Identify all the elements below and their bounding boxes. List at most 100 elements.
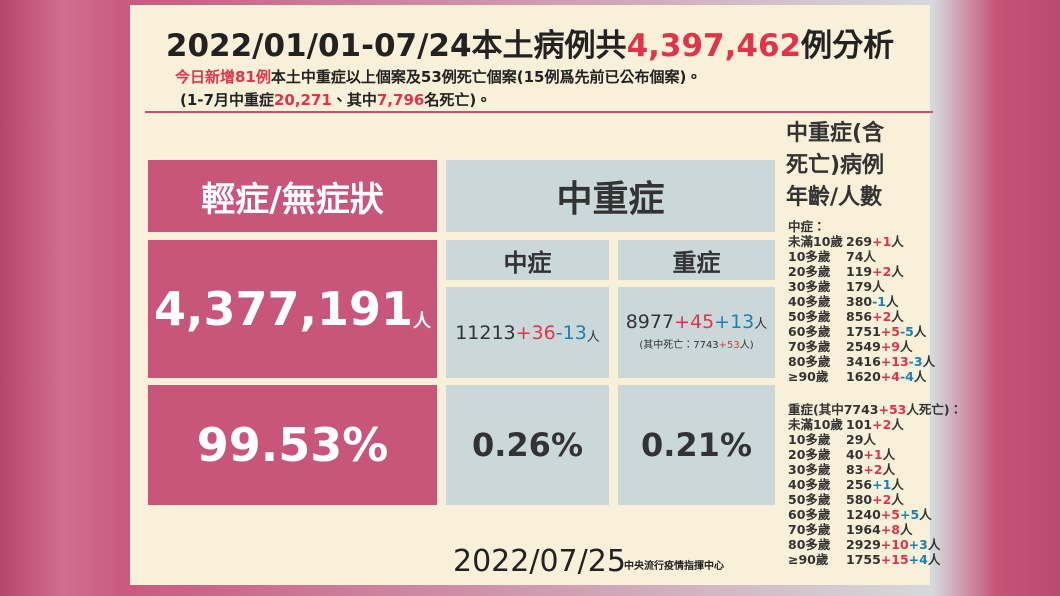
new: +36 (515, 321, 556, 344)
age-row: ≥90歲 1620+4-4人 (788, 369, 935, 384)
count: 179 (846, 279, 873, 294)
critical-pct: 0.21% (618, 385, 775, 505)
count: 8977 (625, 310, 675, 333)
heading-line: 中重症(含 (786, 121, 885, 146)
critical-note: (其中死亡：7743+53人) (639, 336, 753, 351)
age: 30多歲 (788, 279, 831, 294)
new: +45 (674, 310, 715, 333)
heading-line: 死亡)病例 (786, 153, 885, 178)
count: 256 (846, 477, 873, 492)
age-row: 80多歲 2929+10+3人 (788, 537, 940, 552)
new: +2 (872, 309, 892, 324)
out: +5 (899, 507, 920, 522)
age-heading: 中重症(含 死亡)病例 年齡/人數 (786, 118, 884, 214)
age: 20多歲 (788, 264, 831, 279)
text: (其中死亡：7743 (639, 339, 719, 351)
age-row: 60多歲 1240+5+5人 (788, 507, 940, 522)
title-text: 例分析 (801, 28, 895, 64)
text: 本土中重症以上個案及53例死亡個案(15例爲先前已公布個案)。 (270, 68, 702, 86)
new: +53 (878, 402, 907, 417)
unit: 人 (927, 537, 941, 552)
out: -4 (899, 369, 914, 384)
unit: 人 (863, 432, 876, 447)
title-text: 2022/01/01-07/24本土病例共 (165, 28, 627, 64)
unit: 人 (882, 462, 896, 477)
unit: 人 (586, 330, 600, 345)
age: 40多歲 (788, 294, 831, 309)
age-row: ≥90歲 1755+15+4人 (788, 552, 940, 567)
new: +2 (863, 462, 883, 477)
new: +1 (872, 234, 892, 249)
count: 380 (846, 294, 873, 309)
unit: 人 (919, 507, 932, 522)
highlight: 7,796 (376, 91, 425, 109)
text: 、其中 (331, 91, 377, 109)
subtitle: (1-7月中重症20,271、其中7,796名死亡)。 (180, 89, 491, 110)
new: +5 (880, 324, 900, 339)
out: +4 (908, 552, 928, 567)
age: 60多歲 (788, 507, 831, 522)
mild-pct: 99.53% (148, 385, 437, 505)
age: 60多歲 (788, 324, 831, 339)
age: ≥90歲 (788, 369, 829, 384)
new: +15 (880, 552, 909, 567)
age: 80多歲 (788, 354, 831, 369)
unit: 人 (891, 417, 904, 432)
age-row: 20多歲 119+2人 (788, 264, 935, 279)
age-row: 60多歲 1751+5-5人 (788, 324, 935, 339)
age: 未滿10歲 (788, 417, 843, 432)
count: 1620 (846, 369, 881, 384)
count: 1240 (846, 507, 881, 522)
title: 2022/01/01-07/24本土病例共4,397,462例分析 (130, 20, 930, 65)
count: 856 (846, 309, 873, 324)
unit: 人 (891, 492, 904, 507)
new: +2 (872, 492, 892, 507)
moderate-rows: 未滿10歲 269+1人 10多歲 74人 20多歲 119+2人 30多歲 179人 40多歲… (788, 234, 935, 384)
critical-rows: 未滿10歲 101+2人 10多歲 29人 20多歲 40+1人 30多歲 83+2人 40多歲… (788, 417, 940, 567)
unit: 人 (899, 339, 913, 354)
age-row: 50多歲 856+2人 (788, 309, 935, 324)
count: 1964 (846, 522, 881, 537)
age: 20多歲 (788, 447, 831, 462)
unit: 人 (413, 311, 431, 332)
count: 11213 (455, 321, 516, 344)
moderate-pct: 0.26% (446, 385, 609, 505)
new: +13 (880, 354, 909, 369)
unit: 人 (754, 316, 768, 332)
new: +8 (880, 522, 900, 537)
critical-label: 重症 (618, 240, 775, 280)
highlight: 今日新增81例 (175, 68, 271, 86)
age-row: 30多歲 83+2人 (788, 462, 940, 477)
title-total: 4,397,462 (626, 28, 802, 64)
count: 1751 (846, 324, 881, 339)
new: +53 (718, 339, 740, 351)
age-row: 10多歲 29人 (788, 432, 940, 447)
out: -13 (555, 321, 587, 344)
text: (1-7月中重症 (180, 91, 274, 109)
age: 10多歲 (788, 432, 831, 447)
count: 40 (846, 447, 864, 462)
text: 人) (739, 339, 754, 351)
new: +5 (880, 507, 900, 522)
unit: 人 (913, 324, 927, 339)
age: 30多歲 (788, 462, 831, 477)
unit: 人 (891, 309, 904, 324)
age-row: 20多歲 40+1人 (788, 447, 940, 462)
unit: 人 (882, 447, 896, 462)
age: 40多歲 (788, 477, 831, 492)
count: 83 (846, 462, 864, 477)
out: -3 (908, 354, 923, 369)
unit: 人 (891, 234, 904, 249)
new: +10 (880, 537, 909, 552)
count: 2929 (846, 537, 881, 552)
out: +1 (872, 477, 892, 492)
age: 50多歲 (788, 492, 831, 507)
text: 名死亡)。 (424, 91, 492, 109)
unit: 人 (885, 294, 899, 309)
new: +1 (863, 447, 883, 462)
age: 80多歲 (788, 537, 831, 552)
count: 101 (846, 417, 873, 432)
age-row: 10多歲 74人 (788, 249, 935, 264)
text: 重症(其中7743 (788, 402, 879, 417)
